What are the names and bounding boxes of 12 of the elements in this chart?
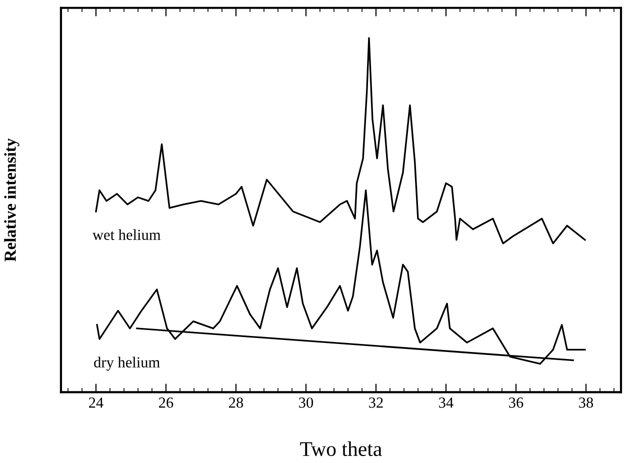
y-axis-title: Relative intensity	[4, 138, 20, 262]
x-tick-label: 24	[89, 398, 104, 408]
series-label: wet helium	[92, 229, 161, 240]
x-tick-label: 38	[579, 397, 594, 408]
x-tick-label: 26	[159, 398, 174, 408]
x-tick-label: 32	[369, 398, 383, 408]
x-tick-label: 30	[299, 397, 314, 408]
x-tick-label: 36	[509, 398, 524, 408]
x-tick-label: 28	[229, 397, 244, 408]
x-tick-label: 34	[439, 398, 454, 408]
x-axis-title: Two theta	[300, 441, 382, 456]
series-label: dry helium	[94, 356, 160, 371]
